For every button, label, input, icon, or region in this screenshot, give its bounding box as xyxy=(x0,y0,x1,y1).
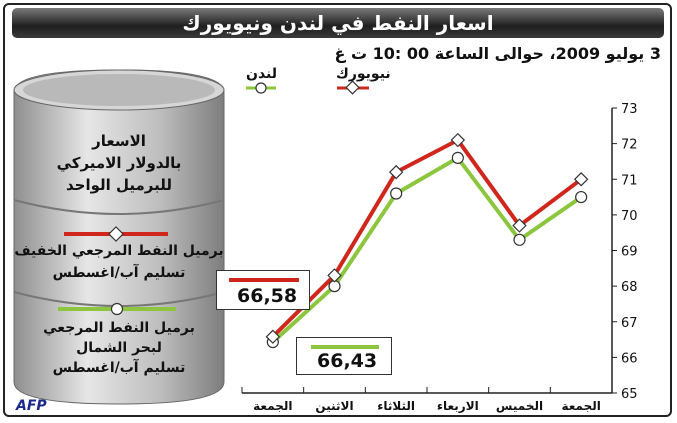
legend-london-label: لندن xyxy=(246,66,278,82)
x-tick-label: الاثنين xyxy=(315,399,353,413)
y-tick-label: 70 xyxy=(621,209,638,224)
london-value-callout: 66,43 xyxy=(296,337,392,375)
panel-brent-line: لبحر الشمال xyxy=(76,340,162,356)
data-point-london xyxy=(513,233,526,246)
panel-units-label: الاسعار بالدولار الاميركي للبرميل الواحد xyxy=(12,130,226,196)
data-point-london xyxy=(575,190,588,204)
y-tick-label: 65 xyxy=(621,387,638,402)
legend-london-marker xyxy=(246,82,276,94)
data-point-newyork xyxy=(265,329,281,344)
legend-newyork-label: نيويورك xyxy=(336,66,391,82)
x-tick-label: الجمعة xyxy=(561,399,600,413)
callout-london-swatch xyxy=(311,345,379,349)
y-tick-label: 71 xyxy=(621,173,638,188)
data-point-newyork xyxy=(573,172,589,187)
y-tick-label: 68 xyxy=(621,280,638,295)
newyork-value-callout: 66,58 xyxy=(216,270,310,310)
panel-units-line: الاسعار xyxy=(92,132,146,150)
source-logo: AFP xyxy=(16,398,47,414)
panel-brent-line: تسليم آب/اغسطس xyxy=(52,360,186,376)
title-bar: اسعار النفط في لندن ونيويورك xyxy=(12,8,664,38)
x-tick-label: الجمعة xyxy=(253,399,292,413)
panel-brent-line: برميل النفط المرجعي xyxy=(43,320,195,336)
legend-newyork-marker xyxy=(337,80,369,95)
panel-newyork-marker xyxy=(64,226,168,242)
newyork-value: 66,58 xyxy=(237,285,298,307)
x-tick-label: الخميس xyxy=(496,399,543,413)
london-value: 66,43 xyxy=(317,350,378,372)
y-tick-label: 67 xyxy=(621,316,638,331)
data-point-newyork xyxy=(450,132,466,148)
callout-newyork-swatch xyxy=(229,278,299,282)
panel-units-line: للبرميل الواحد xyxy=(65,176,173,194)
y-tick-label: 69 xyxy=(621,245,638,260)
panel-london-marker xyxy=(58,302,176,316)
chart-subtitle: 3 يوليو 2009، حوالى الساعة 00 :10 ت غ xyxy=(334,44,661,63)
chart-title: اسعار النفط في لندن ونيويورك xyxy=(182,11,494,35)
x-tick-label: الاربعاء xyxy=(437,399,479,413)
x-tick-label: الثلاثاء xyxy=(377,399,415,413)
data-point-newyork xyxy=(388,164,404,180)
panel-brent-label: برميل النفط المرجعي لبحر الشمال تسليم آب… xyxy=(12,318,226,378)
panel-units-line: بالدولار الاميركي xyxy=(56,154,182,172)
y-tick-label: 66 xyxy=(621,351,638,366)
data-point-newyork xyxy=(327,268,342,283)
panel-wti-line: برميل النفط المرجعي الخفيف xyxy=(14,243,224,259)
panel-wti-line: تسليم آب/اغسطس xyxy=(52,265,186,281)
panel-wti-label: برميل النفط المرجعي الخفيف تسليم آب/اغسط… xyxy=(12,240,226,284)
data-point-london xyxy=(451,151,464,164)
data-point-newyork xyxy=(512,218,527,233)
data-point-london xyxy=(390,187,403,200)
y-tick-label: 72 xyxy=(621,138,638,153)
series-line-newyork xyxy=(271,138,583,339)
y-tick-label: 73 xyxy=(621,102,638,117)
series-line-london xyxy=(271,155,583,344)
